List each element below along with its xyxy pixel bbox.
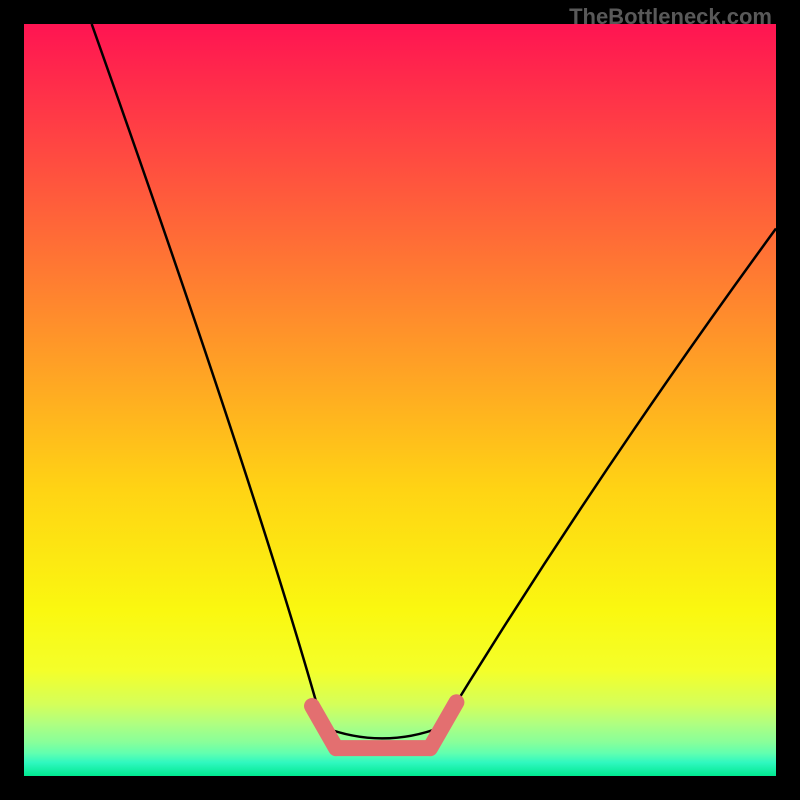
valley-highlight [312, 702, 456, 748]
gradient-plot-area [24, 24, 776, 776]
curve-layer [24, 24, 776, 776]
chart-container: TheBottleneck.com [0, 0, 800, 800]
bottleneck-curve [92, 24, 776, 738]
watermark-text: TheBottleneck.com [569, 4, 772, 30]
